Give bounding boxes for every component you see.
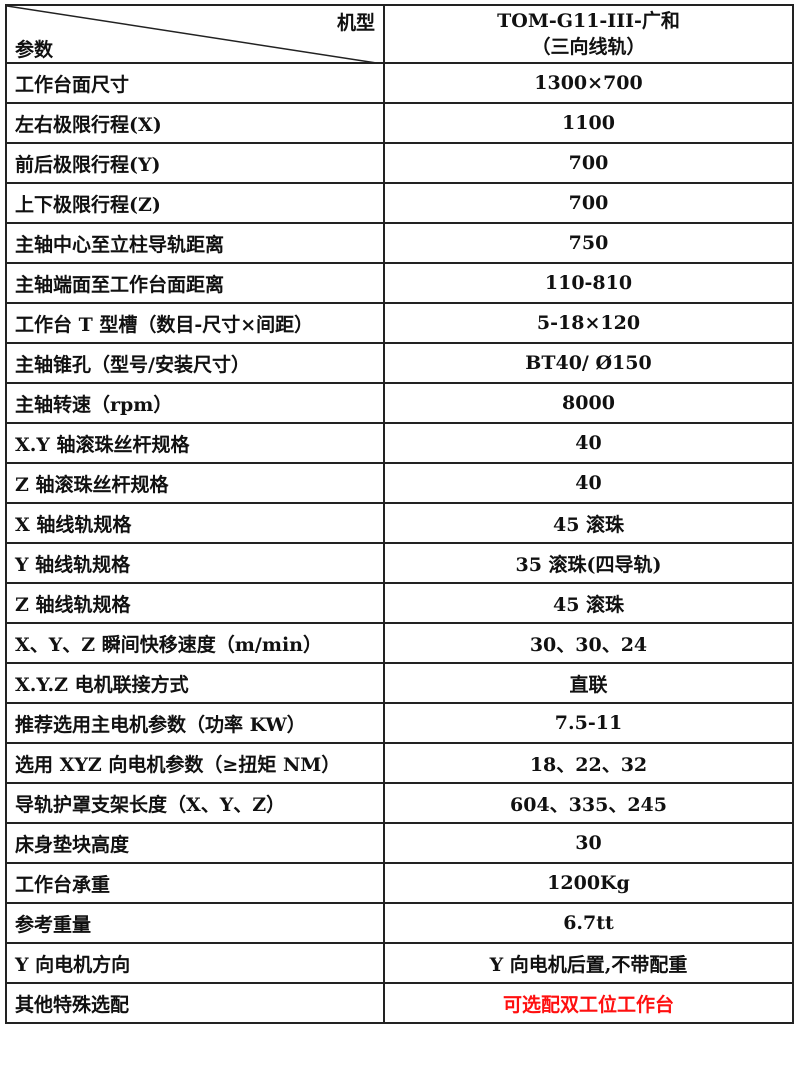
table-row: 选用 XYZ 向电机参数（≥扭矩 NM） 18、22、32 <box>5 742 794 784</box>
table-row: 主轴锥孔（型号/安装尺寸） BT40/ Ø150 <box>5 342 794 384</box>
table-row: 工作台 T 型槽（数目-尺寸×间距） 5-18×120 <box>5 302 794 344</box>
value-cell: 40 <box>383 422 794 464</box>
table-row: 前后极限行程(Y) 700 <box>5 142 794 184</box>
table-row: 主轴中心至立柱导轨距离 750 <box>5 222 794 264</box>
model-name-cell: TOM-G11-III-广和 （三向线轨） <box>383 4 794 64</box>
table-row: 推荐选用主电机参数（功率 KW） 7.5-11 <box>5 702 794 744</box>
param-cell: 选用 XYZ 向电机参数（≥扭矩 NM） <box>5 742 385 784</box>
table-row: 左右极限行程(X) 1100 <box>5 102 794 144</box>
model-label: 机型 <box>336 12 375 34</box>
param-cell: 主轴中心至立柱导轨距离 <box>5 222 385 264</box>
table-row: 主轴端面至工作台面距离 110-810 <box>5 262 794 304</box>
value-cell: 1300×700 <box>383 62 794 104</box>
param-cell: 工作台承重 <box>5 862 385 904</box>
param-cell: Y 轴线轨规格 <box>5 542 385 584</box>
header-diagonal-cell: 机型 参数 <box>5 4 385 64</box>
param-cell: 床身垫块高度 <box>5 822 385 864</box>
table-row: 参考重量 6.7tt <box>5 902 794 944</box>
param-cell: 上下极限行程(Z) <box>5 182 385 224</box>
value-cell: 6.7tt <box>383 902 794 944</box>
table-row: 工作台承重 1200Kg <box>5 862 794 904</box>
param-cell: X.Y 轴滚珠丝杆规格 <box>5 422 385 464</box>
param-cell: 主轴锥孔（型号/安装尺寸） <box>5 342 385 384</box>
param-cell: 主轴端面至工作台面距离 <box>5 262 385 304</box>
table-row: Y 轴线轨规格 35 滚珠(四导轨) <box>5 542 794 584</box>
param-cell: 主轴转速（rpm） <box>5 382 385 424</box>
table-row: 上下极限行程(Z) 700 <box>5 182 794 224</box>
table-row: X.Y.Z 电机联接方式 直联 <box>5 662 794 704</box>
table-row: 工作台面尺寸 1300×700 <box>5 62 794 104</box>
param-cell: X 轴线轨规格 <box>5 502 385 544</box>
value-cell: Y 向电机后置,不带配重 <box>383 942 794 984</box>
value-cell: 7.5-11 <box>383 702 794 744</box>
table-row: Y 向电机方向 Y 向电机后置,不带配重 <box>5 942 794 984</box>
table-row: 导轨护罩支架长度（X、Y、Z） 604、335、245 <box>5 782 794 824</box>
table-row: X 轴线轨规格 45 滚珠 <box>5 502 794 544</box>
table-row: 其他特殊选配 可选配双工位工作台 <box>5 982 794 1024</box>
value-cell: BT40/ Ø150 <box>383 342 794 384</box>
value-cell: 可选配双工位工作台 <box>383 982 794 1024</box>
header-row: 机型 参数 TOM-G11-III-广和 （三向线轨） <box>5 4 794 64</box>
param-cell: X、Y、Z 瞬间快移速度（m/min） <box>5 622 385 664</box>
value-cell: 604、335、245 <box>383 782 794 824</box>
value-cell: 30 <box>383 822 794 864</box>
value-cell: 18、22、32 <box>383 742 794 784</box>
table-row: Z 轴滚珠丝杆规格 40 <box>5 462 794 504</box>
model-name: TOM-G11-III-广和 <box>497 10 680 32</box>
param-cell: 左右极限行程(X) <box>5 102 385 144</box>
model-subtitle: （三向线轨） <box>531 36 646 58</box>
param-cell: 导轨护罩支架长度（X、Y、Z） <box>5 782 385 824</box>
param-cell: 其他特殊选配 <box>5 982 385 1024</box>
param-cell: Y 向电机方向 <box>5 942 385 984</box>
param-cell: 工作台 T 型槽（数目-尺寸×间距） <box>5 302 385 344</box>
value-cell: 700 <box>383 182 794 224</box>
param-cell: 参考重量 <box>5 902 385 944</box>
table-row: X、Y、Z 瞬间快移速度（m/min） 30、30、24 <box>5 622 794 664</box>
table-row: Z 轴线轨规格 45 滚珠 <box>5 582 794 624</box>
value-cell: 35 滚珠(四导轨) <box>383 542 794 584</box>
table-row: X.Y 轴滚珠丝杆规格 40 <box>5 422 794 464</box>
param-cell: 推荐选用主电机参数（功率 KW） <box>5 702 385 744</box>
table-row: 主轴转速（rpm） 8000 <box>5 382 794 424</box>
value-cell: 40 <box>383 462 794 504</box>
param-cell: 工作台面尺寸 <box>5 62 385 104</box>
value-cell: 5-18×120 <box>383 302 794 344</box>
param-cell: Z 轴滚珠丝杆规格 <box>5 462 385 504</box>
value-cell: 30、30、24 <box>383 622 794 664</box>
value-cell: 45 滚珠 <box>383 502 794 544</box>
value-cell: 8000 <box>383 382 794 424</box>
value-cell: 直联 <box>383 662 794 704</box>
param-cell: Z 轴线轨规格 <box>5 582 385 624</box>
value-cell: 45 滚珠 <box>383 582 794 624</box>
value-cell: 750 <box>383 222 794 264</box>
diagonal-line <box>8 7 369 61</box>
value-cell: 110-810 <box>383 262 794 304</box>
value-cell: 1200Kg <box>383 862 794 904</box>
value-cell: 1100 <box>383 102 794 144</box>
param-cell: X.Y.Z 电机联接方式 <box>5 662 385 704</box>
value-cell: 700 <box>383 142 794 184</box>
spec-table: 机型 参数 TOM-G11-III-广和 （三向线轨） 工作台面尺寸 1300×7… <box>5 4 794 1024</box>
param-cell: 前后极限行程(Y) <box>5 142 385 184</box>
table-row: 床身垫块高度 30 <box>5 822 794 864</box>
param-label: 参数 <box>15 39 54 61</box>
